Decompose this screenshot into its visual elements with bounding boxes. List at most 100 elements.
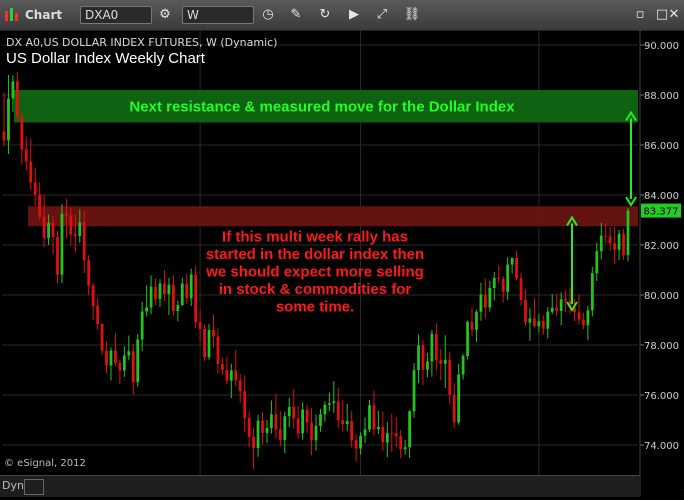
candle-body [515,258,518,279]
candle-body [171,284,175,311]
candle-body [608,236,612,244]
candle-body [2,131,6,141]
candle-body [528,318,532,323]
last-price-label: 83.377 [644,207,679,218]
candle-body [274,414,278,430]
candle-body [212,330,215,337]
candle-body [7,98,10,141]
candle-body [541,321,545,329]
candle-body [582,319,585,326]
candle-body [501,278,505,292]
refresh-icon[interactable]: ↻ [319,7,331,22]
resistance-annotation: Next resistance & measured move for the … [129,98,515,115]
zone-resistance [14,90,638,123]
measured-move-arrow-right-head-up [625,110,637,122]
candle-body [537,321,541,327]
candle-body [265,428,269,433]
candle-body [60,213,64,275]
symbol-line: DX A0,US DOLLAR INDEX FUTURES, W (Dynami… [6,36,278,49]
restore-icon[interactable]: ▫ [635,7,645,22]
comment-line: in stock & commodities for [219,281,412,298]
candle-body [439,360,443,364]
candle-body [180,283,184,305]
zone-current-resistance [28,206,638,227]
measured-move-arrow-left-head-down [566,301,578,312]
candle-body [149,286,153,308]
candle-body [341,420,345,424]
candle-body [564,299,567,301]
symbol-link-icon[interactable]: ⚙ [159,7,171,22]
candle-body [305,409,309,423]
footer-bar: Dyn [0,475,640,497]
candle-body [443,359,447,364]
candle-body [176,305,180,311]
candle-body [519,278,523,300]
candle-body [573,307,576,313]
candle-body [20,116,24,150]
close-icon[interactable]: ✕ [668,7,680,22]
link-icon[interactable]: ⛓ [403,7,421,22]
measured-move-arrow-right-head-down [625,196,637,207]
candle-body [586,310,590,326]
candle-body [283,416,287,440]
candle-body [354,440,358,449]
candle-body [15,81,19,116]
candle-body [359,435,362,449]
candle-body [287,407,291,417]
comment-line: we should expect more selling [205,263,424,280]
zoom-icon[interactable]: ⤢ [376,7,388,22]
candle-body [51,222,55,237]
candle-body [448,359,452,395]
candle-body [546,311,550,329]
candle-body [238,380,242,392]
candlestick-chart: Next resistance & measured move for the … [2,30,684,496]
candle-body [140,311,144,340]
candle-body [510,258,514,265]
candle-body [278,429,282,440]
candle-body [96,305,99,324]
dyn-button[interactable]: Dyn [2,479,24,492]
candle-body [590,273,594,311]
candle-body [408,411,411,448]
candle-body [270,414,273,428]
last-price-badge [641,203,681,218]
symbol-input[interactable]: DXA0 [80,6,152,24]
candle-body [470,322,474,330]
y-tick-label: 90.000 [644,41,679,52]
candle-body [327,403,331,405]
maximize-icon[interactable]: □ [655,7,669,22]
pencil-icon[interactable]: ✎ [290,7,302,22]
candle-body [381,427,385,443]
candle-body [11,81,15,99]
candle-body [412,370,416,412]
candle-body [243,391,247,418]
candle-body [38,194,42,217]
candle-body [29,161,33,183]
candle-body [78,222,82,236]
measured-move-arrow-left [566,215,578,312]
candle-body [310,422,313,441]
candle-body [109,350,113,366]
candle-body [122,355,126,371]
y-tick-label: 88.000 [644,91,679,102]
candle-body [385,433,389,443]
candle-body [555,307,559,311]
candle-body [506,264,510,292]
chart-area: Next resistance & measured move for the … [0,30,684,496]
candle-body [203,329,206,358]
candle-body [492,278,496,288]
scroll-lock-icon[interactable] [24,479,44,495]
interval-input[interactable]: W [182,6,254,24]
clock-icon[interactable]: ◷ [262,7,274,22]
candle-body [314,426,318,441]
candle-body [296,418,300,434]
candle-body [247,418,251,437]
y-tick-label: 86.000 [644,141,679,152]
candle-body [221,364,224,370]
play-icon[interactable]: ▶ [349,7,359,22]
candle-body [114,350,117,363]
candle-body [550,307,554,312]
toolbar: Chart DXA0 ⚙ W ◷ ✎ ↻ ▶ ⤢ ⛓ ▫ □ ✕ [0,0,684,31]
candle-body [577,312,581,320]
chart-window-icon [3,5,21,23]
